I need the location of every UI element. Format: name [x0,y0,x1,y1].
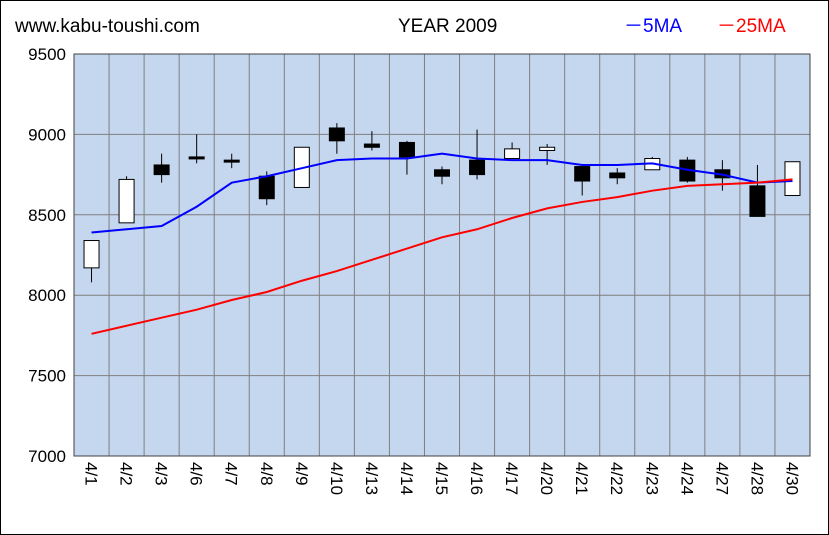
x-tick-label: 4/6 [187,462,206,486]
ma-line-25ma [91,178,793,335]
candle-body [539,146,556,151]
x-tick-label: 4/9 [292,462,311,486]
candle-body [363,143,380,148]
x-tick-label: 4/23 [642,462,661,495]
candle-body [188,156,205,160]
x-tick-label: 4/14 [397,462,416,495]
x-tick-label: 4/28 [747,462,766,495]
ma-line-5ma [91,152,793,234]
candle-body [434,169,450,177]
y-tick-label: 7000 [28,447,66,466]
plot-border [73,53,811,457]
candle-body [749,185,766,217]
chart-title: YEAR 2009 [398,16,498,37]
x-tick-label: 4/1 [82,462,101,486]
x-tick-label: 4/30 [782,462,801,495]
y-tick-label: 8500 [28,206,66,225]
x-tick-label: 4/20 [537,462,556,495]
candle-body [258,175,275,200]
x-tick-label: 4/2 [117,462,136,486]
x-tick-label: 4/24 [677,462,696,495]
candle-body [153,164,170,176]
x-tick-label: 4/7 [222,462,241,486]
legend-25ma: －25MA [717,16,786,37]
legend-5ma: －5MA [624,16,683,37]
candle-body [223,159,240,163]
x-tick-label: 4/3 [152,462,171,486]
x-tick-label: 4/22 [607,462,626,495]
x-tick-label: 4/27 [712,462,731,495]
x-tick-label: 4/15 [432,462,451,495]
site-url-label: www.kabu-toushi.com [15,16,200,37]
y-tick-label: 9000 [28,125,66,144]
candle-body [574,166,591,182]
x-tick-label: 4/17 [502,462,521,495]
y-tick-label: 7500 [28,367,66,386]
candle-body [504,148,521,160]
x-tick-label: 4/21 [572,462,591,495]
candle-body [398,141,415,158]
x-tick-label: 4/13 [362,462,381,495]
candle-body [328,127,345,142]
y-tick-label: 9500 [28,45,66,64]
candle-body [118,178,135,224]
candle-body [469,159,486,176]
x-tick-label: 4/16 [467,462,486,495]
plot-area [74,54,810,456]
candle-body [83,240,100,269]
y-tick-label: 8000 [28,286,66,305]
candle-body [784,161,801,197]
x-tick-label: 4/8 [257,462,276,486]
x-tick-label: 4/10 [327,462,346,495]
candle-body [609,172,626,179]
